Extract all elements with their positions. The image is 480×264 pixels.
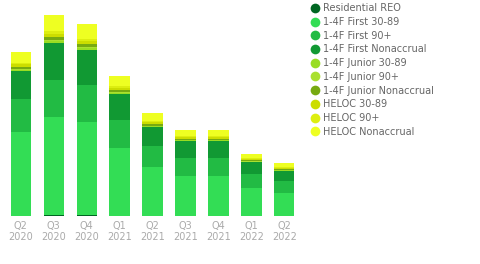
Bar [44,43,64,80]
Bar [76,44,97,47]
Legend: Residential REO, 1-4F First 30-89, 1-4F First 90+, 1-4F First Nonaccrual, 1-4F J: Residential REO, 1-4F First 30-89, 1-4F … [310,3,434,136]
Bar [11,64,31,67]
Bar [44,15,64,31]
Bar [109,90,130,92]
Bar [175,137,196,139]
Bar [11,132,31,215]
Bar [143,127,163,146]
Bar [208,130,228,136]
Bar [44,80,64,117]
Bar [143,126,163,127]
Bar [175,139,196,140]
Bar [143,124,163,125]
Bar [208,139,228,140]
Bar [208,176,228,216]
Bar [109,215,130,216]
Bar [109,120,130,148]
Bar [44,41,64,43]
Bar [143,122,163,124]
Bar [274,167,295,168]
Bar [274,168,295,169]
Bar [44,31,64,34]
Bar [109,88,130,90]
Bar [241,158,262,159]
Bar [175,140,196,141]
Bar [76,39,97,41]
Bar [44,34,64,37]
Bar [44,117,64,215]
Bar [109,95,130,120]
Bar [208,137,228,139]
Bar [76,23,97,39]
Bar [241,160,262,161]
Bar [109,93,130,95]
Bar [76,122,97,215]
Bar [11,63,31,64]
Bar [44,215,64,216]
Bar [175,141,196,158]
Bar [11,99,31,132]
Bar [175,158,196,176]
Bar [44,40,64,41]
Bar [11,52,31,63]
Bar [274,170,295,171]
Bar [274,169,295,170]
Bar [109,92,130,93]
Bar [11,71,31,99]
Bar [208,140,228,141]
Bar [11,67,31,69]
Bar [109,76,130,86]
Bar [274,171,295,181]
Bar [274,181,295,193]
Bar [76,48,97,50]
Bar [208,136,228,137]
Bar [241,174,262,188]
Bar [76,41,97,44]
Bar [175,130,196,136]
Bar [208,141,228,158]
Bar [76,47,97,48]
Bar [143,167,163,216]
Bar [143,113,163,121]
Bar [241,162,262,174]
Bar [109,86,130,88]
Bar [109,148,130,215]
Bar [44,37,64,40]
Bar [143,121,163,122]
Bar [175,136,196,137]
Bar [143,146,163,167]
Bar [76,215,97,216]
Bar [11,69,31,70]
Bar [208,158,228,176]
Bar [241,154,262,158]
Bar [274,163,295,167]
Bar [11,70,31,71]
Bar [11,215,31,216]
Bar [241,188,262,216]
Bar [143,125,163,126]
Bar [175,176,196,216]
Bar [274,193,295,216]
Bar [76,50,97,85]
Bar [241,159,262,160]
Bar [76,85,97,122]
Bar [241,161,262,162]
